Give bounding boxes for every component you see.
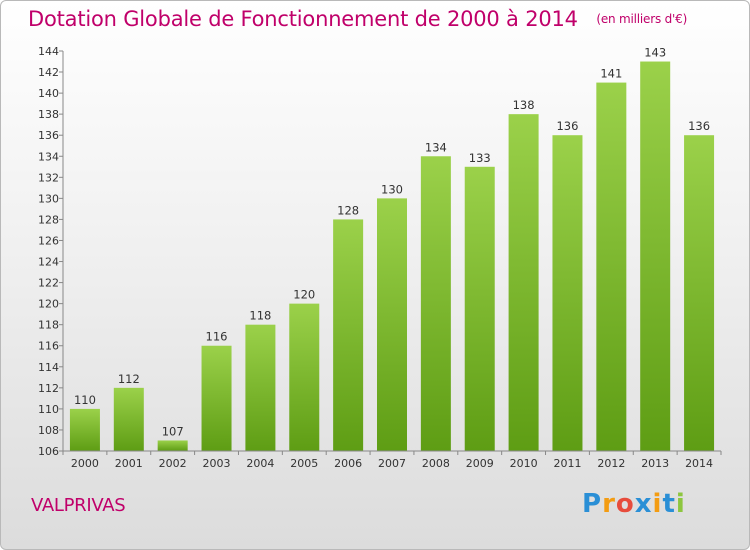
x-tick-label-2006: 2006 [334,457,362,470]
bar-2002 [157,440,188,451]
data-label-2008: 134 [425,140,447,154]
bar-2009 [464,166,495,451]
y-tick-label: 144 [38,45,59,58]
y-tick-label: 110 [38,403,59,416]
bar-2013 [640,61,671,452]
data-label-2010: 138 [513,98,535,112]
bar-2011 [552,135,583,452]
x-tick-label-2012: 2012 [597,457,625,470]
x-tick-label-2003: 2003 [203,457,231,470]
x-tick-label-2001: 2001 [115,457,143,470]
data-label-2011: 136 [556,119,578,133]
data-label-2003: 116 [206,330,228,344]
y-tick-label: 112 [38,382,59,395]
bar-2000 [69,408,100,451]
data-label-2007: 130 [381,182,403,196]
logo-letter: o [615,489,635,519]
data-label-2013: 143 [644,46,666,60]
y-tick-label: 114 [38,361,59,374]
x-axis: 2000 2001 2002 2003 2004 2005 2006 2007 2008 2009… [62,450,722,470]
bar-2003 [201,345,232,451]
data-label-2014: 136 [688,119,710,133]
y-tick-label: 120 [38,298,59,311]
x-tick-label-2014: 2014 [685,457,713,470]
x-tick-label-2002: 2002 [159,457,187,470]
y-tick-label: 142 [38,66,59,79]
logo-letter: t [662,489,676,519]
y-tick-label: 130 [38,192,59,205]
y-tick-label: 108 [38,424,59,437]
logo-letter: i [675,489,686,519]
data-label-2001: 112 [118,372,140,386]
logo-letter: i [652,489,663,519]
bar-2005 [289,303,320,451]
bar-2014 [684,135,715,452]
y-tick-label: 136 [38,129,59,142]
data-label-2009: 133 [469,151,491,165]
data-label-2004: 118 [249,309,271,323]
x-tick-label-2007: 2007 [378,457,406,470]
y-tick-label: 116 [38,340,59,353]
y-tick-label: 140 [38,87,59,100]
logo-letter: x [634,489,653,519]
bar-2006 [333,219,364,451]
proxiti-logo[interactable]: Proxiti [582,489,686,519]
data-label-2012: 141 [600,67,622,81]
chart-subtitle: (en milliers d'€) [596,12,688,26]
x-tick-label-2013: 2013 [641,457,669,470]
data-label-2005: 120 [293,288,315,302]
x-tick-label-2009: 2009 [466,457,494,470]
x-tick-label-2004: 2004 [246,457,274,470]
bars: 110 112 107 116 118 120 128 130 134 133 138 136 141 1… [69,46,715,452]
commune-name: VALPRIVAS [31,495,126,516]
y-tick-label: 134 [38,150,59,163]
x-tick-label-2000: 2000 [71,457,99,470]
y-tick-label: 122 [38,277,59,290]
y-tick-label: 138 [38,108,59,121]
y-tick-label: 106 [38,445,59,458]
y-tick-label: 132 [38,171,59,184]
data-label-2000: 110 [74,393,96,407]
y-tick-label: 126 [38,234,59,247]
x-tick-label-2010: 2010 [510,457,538,470]
y-tick-label: 118 [38,319,59,332]
y-tick-label: 124 [38,256,59,269]
bar-2008 [420,156,451,451]
y-tick-label: 128 [38,213,59,226]
x-tick-label-2008: 2008 [422,457,450,470]
bar-2001 [113,387,144,451]
y-axis: 106 108 110 112 114 116 118 120 122 124 126 128 130 1… [38,45,64,458]
logo-letter: P [582,489,603,519]
bar-2010 [508,114,539,451]
bar-2004 [245,324,276,451]
x-tick-label-2011: 2011 [553,457,581,470]
chart-title: Dotation Globale de Fonctionnement de 20… [28,7,687,31]
data-label-2006: 128 [337,203,359,217]
data-label-2002: 107 [162,424,184,438]
chart-title-text: Dotation Globale de Fonctionnement de 20… [28,7,578,31]
bar-2012 [596,82,627,451]
x-tick-label-2005: 2005 [290,457,318,470]
logo-letter: r [602,489,616,519]
bar-2007 [377,198,407,451]
